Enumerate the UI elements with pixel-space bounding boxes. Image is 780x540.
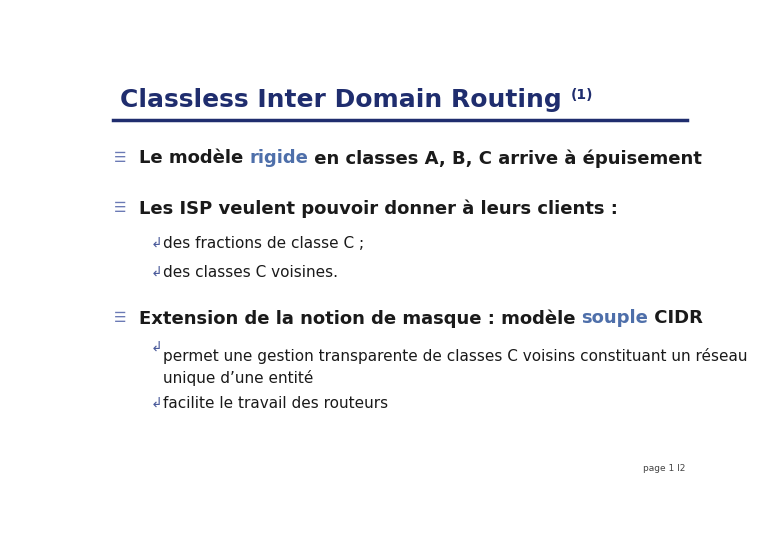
Text: CIDR: CIDR — [648, 309, 703, 327]
Text: (1): (1) — [571, 88, 594, 102]
Text: Classless Inter Domain Routing: Classless Inter Domain Routing — [120, 88, 571, 112]
Text: des fractions de classe C ;: des fractions de classe C ; — [163, 236, 364, 251]
Text: page 1 l2: page 1 l2 — [643, 464, 685, 474]
Text: des classes C voisines.: des classes C voisines. — [163, 265, 338, 280]
Text: ↲: ↲ — [151, 266, 162, 280]
Text: rigide: rigide — [249, 150, 308, 167]
Text: souple: souple — [581, 309, 648, 327]
Text: Extension de la notion de masque : modèle: Extension de la notion de masque : modèl… — [139, 309, 581, 328]
Text: ↲: ↲ — [151, 237, 162, 251]
Text: en classes A, B, C arrive à épuisement: en classes A, B, C arrive à épuisement — [308, 149, 702, 167]
Text: Le modèle: Le modèle — [139, 150, 249, 167]
Text: ☰: ☰ — [114, 151, 126, 165]
Text: ↲: ↲ — [151, 397, 162, 411]
Text: permet une gestion transparente de classes C voisins constituant un réseau
uniqu: permet une gestion transparente de class… — [163, 348, 747, 386]
Text: ↲: ↲ — [151, 341, 162, 355]
Text: Les ISP veulent pouvoir donner à leurs clients :: Les ISP veulent pouvoir donner à leurs c… — [139, 199, 618, 218]
Text: ☰: ☰ — [114, 201, 126, 215]
Text: ☰: ☰ — [114, 312, 126, 326]
Text: facilite le travail des routeurs: facilite le travail des routeurs — [163, 396, 388, 411]
